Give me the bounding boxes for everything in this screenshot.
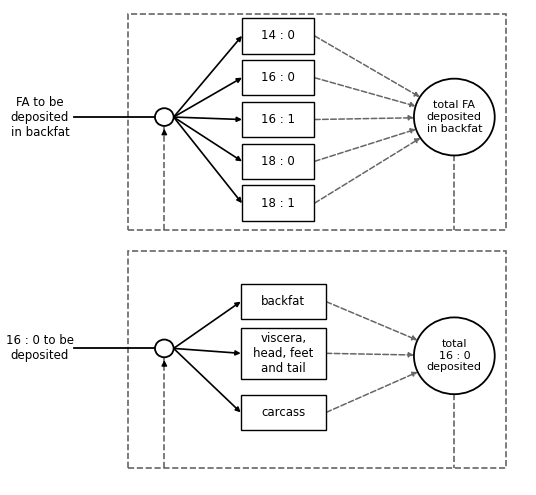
- Text: FA to be
deposited
in backfat: FA to be deposited in backfat: [11, 96, 69, 139]
- Text: total
16 : 0
deposited: total 16 : 0 deposited: [427, 339, 482, 372]
- Circle shape: [414, 317, 495, 394]
- Text: 18 : 0: 18 : 0: [262, 155, 295, 168]
- FancyBboxPatch shape: [242, 186, 315, 221]
- FancyBboxPatch shape: [241, 328, 326, 379]
- Text: 18 : 1: 18 : 1: [262, 197, 295, 210]
- Text: carcass: carcass: [261, 406, 306, 419]
- Text: 16 : 1: 16 : 1: [261, 113, 295, 126]
- Circle shape: [414, 79, 495, 155]
- Text: total FA
deposited
in backfat: total FA deposited in backfat: [427, 100, 482, 134]
- Circle shape: [155, 108, 174, 126]
- Text: 16 : 0 to be
deposited: 16 : 0 to be deposited: [6, 335, 74, 362]
- Circle shape: [155, 340, 174, 357]
- FancyBboxPatch shape: [241, 284, 326, 319]
- Text: backfat: backfat: [262, 295, 306, 308]
- Text: 16 : 0: 16 : 0: [262, 71, 295, 84]
- Text: viscera,
head, feet
and tail: viscera, head, feet and tail: [253, 332, 314, 375]
- FancyBboxPatch shape: [242, 18, 315, 53]
- Text: 14 : 0: 14 : 0: [262, 29, 295, 43]
- FancyBboxPatch shape: [242, 102, 315, 137]
- FancyBboxPatch shape: [242, 144, 315, 179]
- FancyBboxPatch shape: [241, 395, 326, 430]
- FancyBboxPatch shape: [242, 60, 315, 96]
